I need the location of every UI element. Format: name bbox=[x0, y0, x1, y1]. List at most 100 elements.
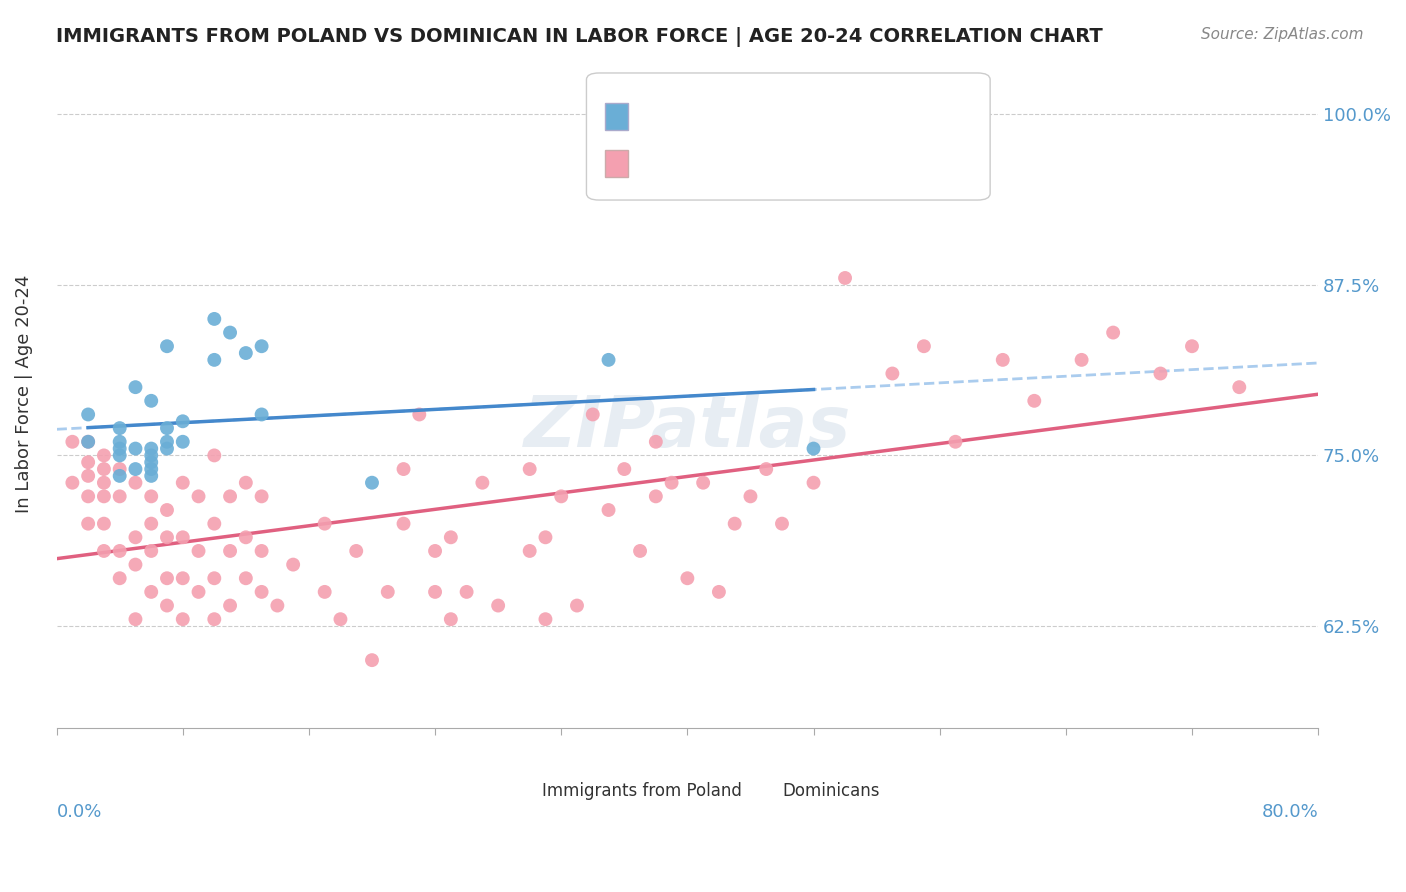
Point bbox=[108, 489, 131, 503]
Point bbox=[60, 434, 83, 449]
Point bbox=[187, 544, 209, 558]
Point bbox=[141, 516, 163, 531]
Point bbox=[77, 408, 100, 422]
Point bbox=[172, 612, 194, 626]
Text: R =: R = bbox=[637, 146, 676, 164]
Point bbox=[486, 599, 509, 613]
Point bbox=[361, 475, 384, 490]
Point bbox=[141, 544, 163, 558]
Point bbox=[93, 462, 115, 476]
Point bbox=[377, 585, 399, 599]
Point bbox=[250, 585, 273, 599]
Point bbox=[60, 475, 83, 490]
Point bbox=[202, 612, 225, 626]
Point bbox=[156, 421, 179, 435]
Point bbox=[644, 489, 666, 503]
Point bbox=[187, 585, 209, 599]
Point bbox=[392, 516, 415, 531]
Point bbox=[108, 421, 131, 435]
Point bbox=[187, 489, 209, 503]
Point bbox=[141, 449, 163, 463]
Point bbox=[361, 653, 384, 667]
Point bbox=[250, 489, 273, 503]
Text: 80.0%: 80.0% bbox=[1261, 804, 1319, 822]
Point bbox=[1227, 380, 1250, 394]
Point bbox=[519, 462, 541, 476]
Point bbox=[124, 475, 146, 490]
Text: 99: 99 bbox=[852, 146, 876, 164]
Point bbox=[156, 571, 179, 585]
Point bbox=[266, 599, 288, 613]
Point bbox=[172, 571, 194, 585]
Point bbox=[235, 346, 257, 360]
Point bbox=[628, 544, 651, 558]
Point bbox=[423, 585, 446, 599]
Point bbox=[582, 408, 605, 422]
Point bbox=[471, 475, 494, 490]
Point bbox=[124, 558, 146, 572]
Point bbox=[1102, 326, 1125, 340]
Text: Source: ZipAtlas.com: Source: ZipAtlas.com bbox=[1201, 27, 1364, 42]
Point bbox=[108, 571, 131, 585]
Point bbox=[314, 585, 336, 599]
Point bbox=[565, 599, 588, 613]
Point bbox=[912, 339, 935, 353]
Bar bbox=[606, 103, 628, 130]
Point bbox=[219, 489, 242, 503]
Text: 0.0%: 0.0% bbox=[56, 804, 103, 822]
Point bbox=[141, 462, 163, 476]
Point bbox=[314, 516, 336, 531]
Point bbox=[803, 475, 825, 490]
Point bbox=[250, 544, 273, 558]
Point bbox=[644, 434, 666, 449]
Bar bbox=[744, 775, 772, 792]
Point bbox=[991, 352, 1014, 367]
Point bbox=[93, 516, 115, 531]
Point bbox=[598, 503, 620, 517]
Point bbox=[1181, 339, 1204, 353]
Point bbox=[219, 599, 242, 613]
Text: ZIPatlas: ZIPatlas bbox=[523, 393, 851, 462]
Point bbox=[550, 489, 572, 503]
Point bbox=[124, 380, 146, 394]
Point bbox=[1070, 352, 1092, 367]
Point bbox=[202, 516, 225, 531]
Point bbox=[202, 352, 225, 367]
Point bbox=[202, 571, 225, 585]
Point bbox=[250, 339, 273, 353]
Point bbox=[141, 469, 163, 483]
Point bbox=[156, 434, 179, 449]
Point bbox=[124, 612, 146, 626]
Point bbox=[534, 530, 557, 544]
Point bbox=[141, 489, 163, 503]
Point bbox=[77, 434, 100, 449]
Point bbox=[519, 544, 541, 558]
Point bbox=[156, 339, 179, 353]
Point bbox=[235, 530, 257, 544]
Point bbox=[124, 462, 146, 476]
Point bbox=[724, 516, 747, 531]
Point bbox=[676, 571, 699, 585]
Point bbox=[803, 442, 825, 456]
Point bbox=[408, 408, 430, 422]
FancyBboxPatch shape bbox=[586, 73, 990, 200]
Point bbox=[108, 544, 131, 558]
Point bbox=[1149, 367, 1171, 381]
Point bbox=[392, 462, 415, 476]
Text: R =: R = bbox=[637, 106, 676, 124]
Point bbox=[598, 352, 620, 367]
Text: Dominicans: Dominicans bbox=[782, 782, 880, 800]
Point bbox=[235, 475, 257, 490]
Point bbox=[141, 585, 163, 599]
Point bbox=[93, 449, 115, 463]
Point bbox=[108, 449, 131, 463]
Point bbox=[172, 475, 194, 490]
Point bbox=[156, 442, 179, 456]
Point bbox=[141, 442, 163, 456]
Point bbox=[882, 367, 904, 381]
Point bbox=[77, 469, 100, 483]
Point bbox=[108, 442, 131, 456]
Bar bbox=[606, 150, 628, 177]
Point bbox=[77, 434, 100, 449]
Text: 0.183: 0.183 bbox=[697, 106, 755, 124]
